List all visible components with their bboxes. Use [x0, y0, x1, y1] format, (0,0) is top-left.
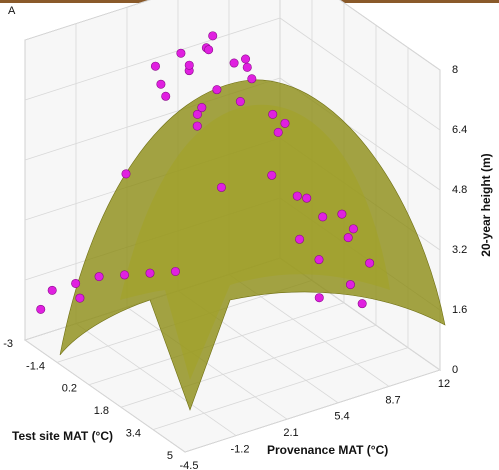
- point: [267, 170, 277, 180]
- point: [192, 121, 202, 131]
- y-tick-label: -1.2: [231, 444, 250, 456]
- point: [156, 79, 166, 89]
- point: [357, 299, 367, 309]
- point: [314, 293, 324, 303]
- point: [302, 193, 312, 203]
- point: [94, 272, 104, 282]
- z-tick-label: 0: [452, 364, 458, 376]
- point: [47, 285, 57, 295]
- point: [150, 61, 160, 71]
- z-tick-label: 4.8: [452, 184, 467, 196]
- point: [197, 103, 207, 113]
- point: [170, 266, 180, 276]
- point: [75, 293, 85, 303]
- z-tick-label: 8: [452, 64, 458, 76]
- x-tick-label: 1.8: [94, 405, 109, 417]
- surface-shading: [120, 104, 390, 380]
- points: [36, 31, 375, 314]
- point: [314, 255, 324, 265]
- grid-line: [75, 323, 237, 436]
- point: [216, 182, 226, 192]
- grid-line: [88, 302, 345, 386]
- panel-label: A: [8, 5, 16, 17]
- point: [242, 62, 252, 72]
- grid-line: [24, 339, 186, 453]
- z-axis-title: 20-year height (m): [479, 153, 493, 256]
- y-tick-label: 8.7: [385, 394, 400, 406]
- grid-line: [24, 17, 281, 101]
- point: [345, 280, 355, 290]
- grid-line: [120, 324, 377, 408]
- point: [212, 85, 222, 95]
- z-tick-label: 3.2: [452, 244, 467, 256]
- x-tick-label: -3: [3, 338, 13, 350]
- point: [241, 54, 251, 64]
- point: [161, 91, 171, 101]
- point: [235, 97, 245, 107]
- point: [292, 191, 302, 201]
- point: [343, 233, 353, 243]
- point: [337, 209, 347, 219]
- y-tick-label: 2.1: [283, 427, 298, 439]
- point: [348, 224, 358, 234]
- point: [280, 118, 290, 128]
- point: [365, 258, 375, 268]
- x-tick-label: 5: [167, 450, 173, 462]
- z-tick-label: 1.6: [452, 304, 467, 316]
- grid-line: [339, 0, 441, 71]
- point: [204, 45, 214, 55]
- point: [121, 169, 131, 179]
- point: [120, 270, 130, 280]
- y-tick-label: -4.5: [180, 460, 199, 470]
- z-tick-label: 6.4: [452, 124, 467, 136]
- point: [295, 234, 305, 244]
- x-tick-label: 0.2: [62, 383, 77, 395]
- point: [184, 60, 194, 70]
- point: [273, 127, 283, 137]
- point: [192, 109, 202, 119]
- y-tick-label: 12: [438, 378, 450, 390]
- grid-line: [184, 369, 441, 453]
- point: [247, 74, 257, 84]
- y-axis-title: Provenance MAT (°C): [267, 443, 388, 457]
- y-tick-label: 5.4: [334, 411, 349, 423]
- point: [36, 304, 46, 314]
- x-tick-label: -1.4: [26, 360, 45, 372]
- x-axis-title: Test site MAT (°C): [12, 429, 113, 443]
- point: [208, 31, 218, 41]
- x-tick-label: 3.4: [126, 428, 141, 440]
- grid-line: [24, 0, 151, 41]
- point: [318, 212, 328, 222]
- point: [145, 268, 155, 278]
- point: [176, 48, 186, 58]
- point: [268, 109, 278, 119]
- grid-line: [152, 347, 409, 430]
- point: [71, 278, 81, 288]
- grid-line: [279, 17, 441, 131]
- point: [229, 58, 239, 68]
